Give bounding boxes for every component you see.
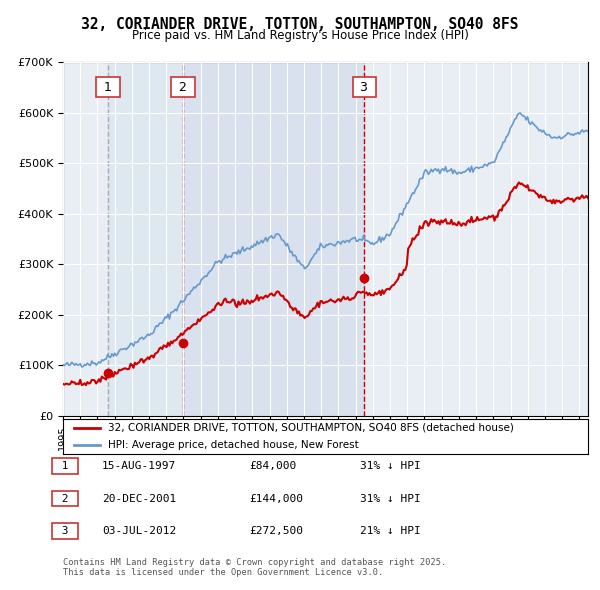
Text: Contains HM Land Registry data © Crown copyright and database right 2025.
This d: Contains HM Land Registry data © Crown c… (63, 558, 446, 577)
Text: 1: 1 (55, 461, 75, 471)
Text: HPI: Average price, detached house, New Forest: HPI: Average price, detached house, New … (107, 441, 358, 450)
Text: £272,500: £272,500 (249, 526, 303, 536)
Text: Price paid vs. HM Land Registry's House Price Index (HPI): Price paid vs. HM Land Registry's House … (131, 30, 469, 42)
Text: £84,000: £84,000 (249, 461, 296, 471)
Bar (183, 62, 364, 416)
Text: 31% ↓ HPI: 31% ↓ HPI (360, 461, 421, 471)
Text: 31% ↓ HPI: 31% ↓ HPI (360, 494, 421, 503)
Text: 1: 1 (100, 81, 116, 94)
Text: 15-AUG-1997: 15-AUG-1997 (102, 461, 176, 471)
Text: 32, CORIANDER DRIVE, TOTTON, SOUTHAMPTON, SO40 8FS: 32, CORIANDER DRIVE, TOTTON, SOUTHAMPTON… (81, 17, 519, 31)
Text: 21% ↓ HPI: 21% ↓ HPI (360, 526, 421, 536)
Text: 2: 2 (175, 81, 191, 94)
Text: 3: 3 (356, 81, 372, 94)
Text: 2: 2 (55, 494, 75, 503)
Text: 20-DEC-2001: 20-DEC-2001 (102, 494, 176, 503)
Text: 03-JUL-2012: 03-JUL-2012 (102, 526, 176, 536)
Text: 3: 3 (55, 526, 75, 536)
Bar (108, 62, 183, 416)
Text: £144,000: £144,000 (249, 494, 303, 503)
Text: 32, CORIANDER DRIVE, TOTTON, SOUTHAMPTON, SO40 8FS (detached house): 32, CORIANDER DRIVE, TOTTON, SOUTHAMPTON… (107, 423, 514, 432)
